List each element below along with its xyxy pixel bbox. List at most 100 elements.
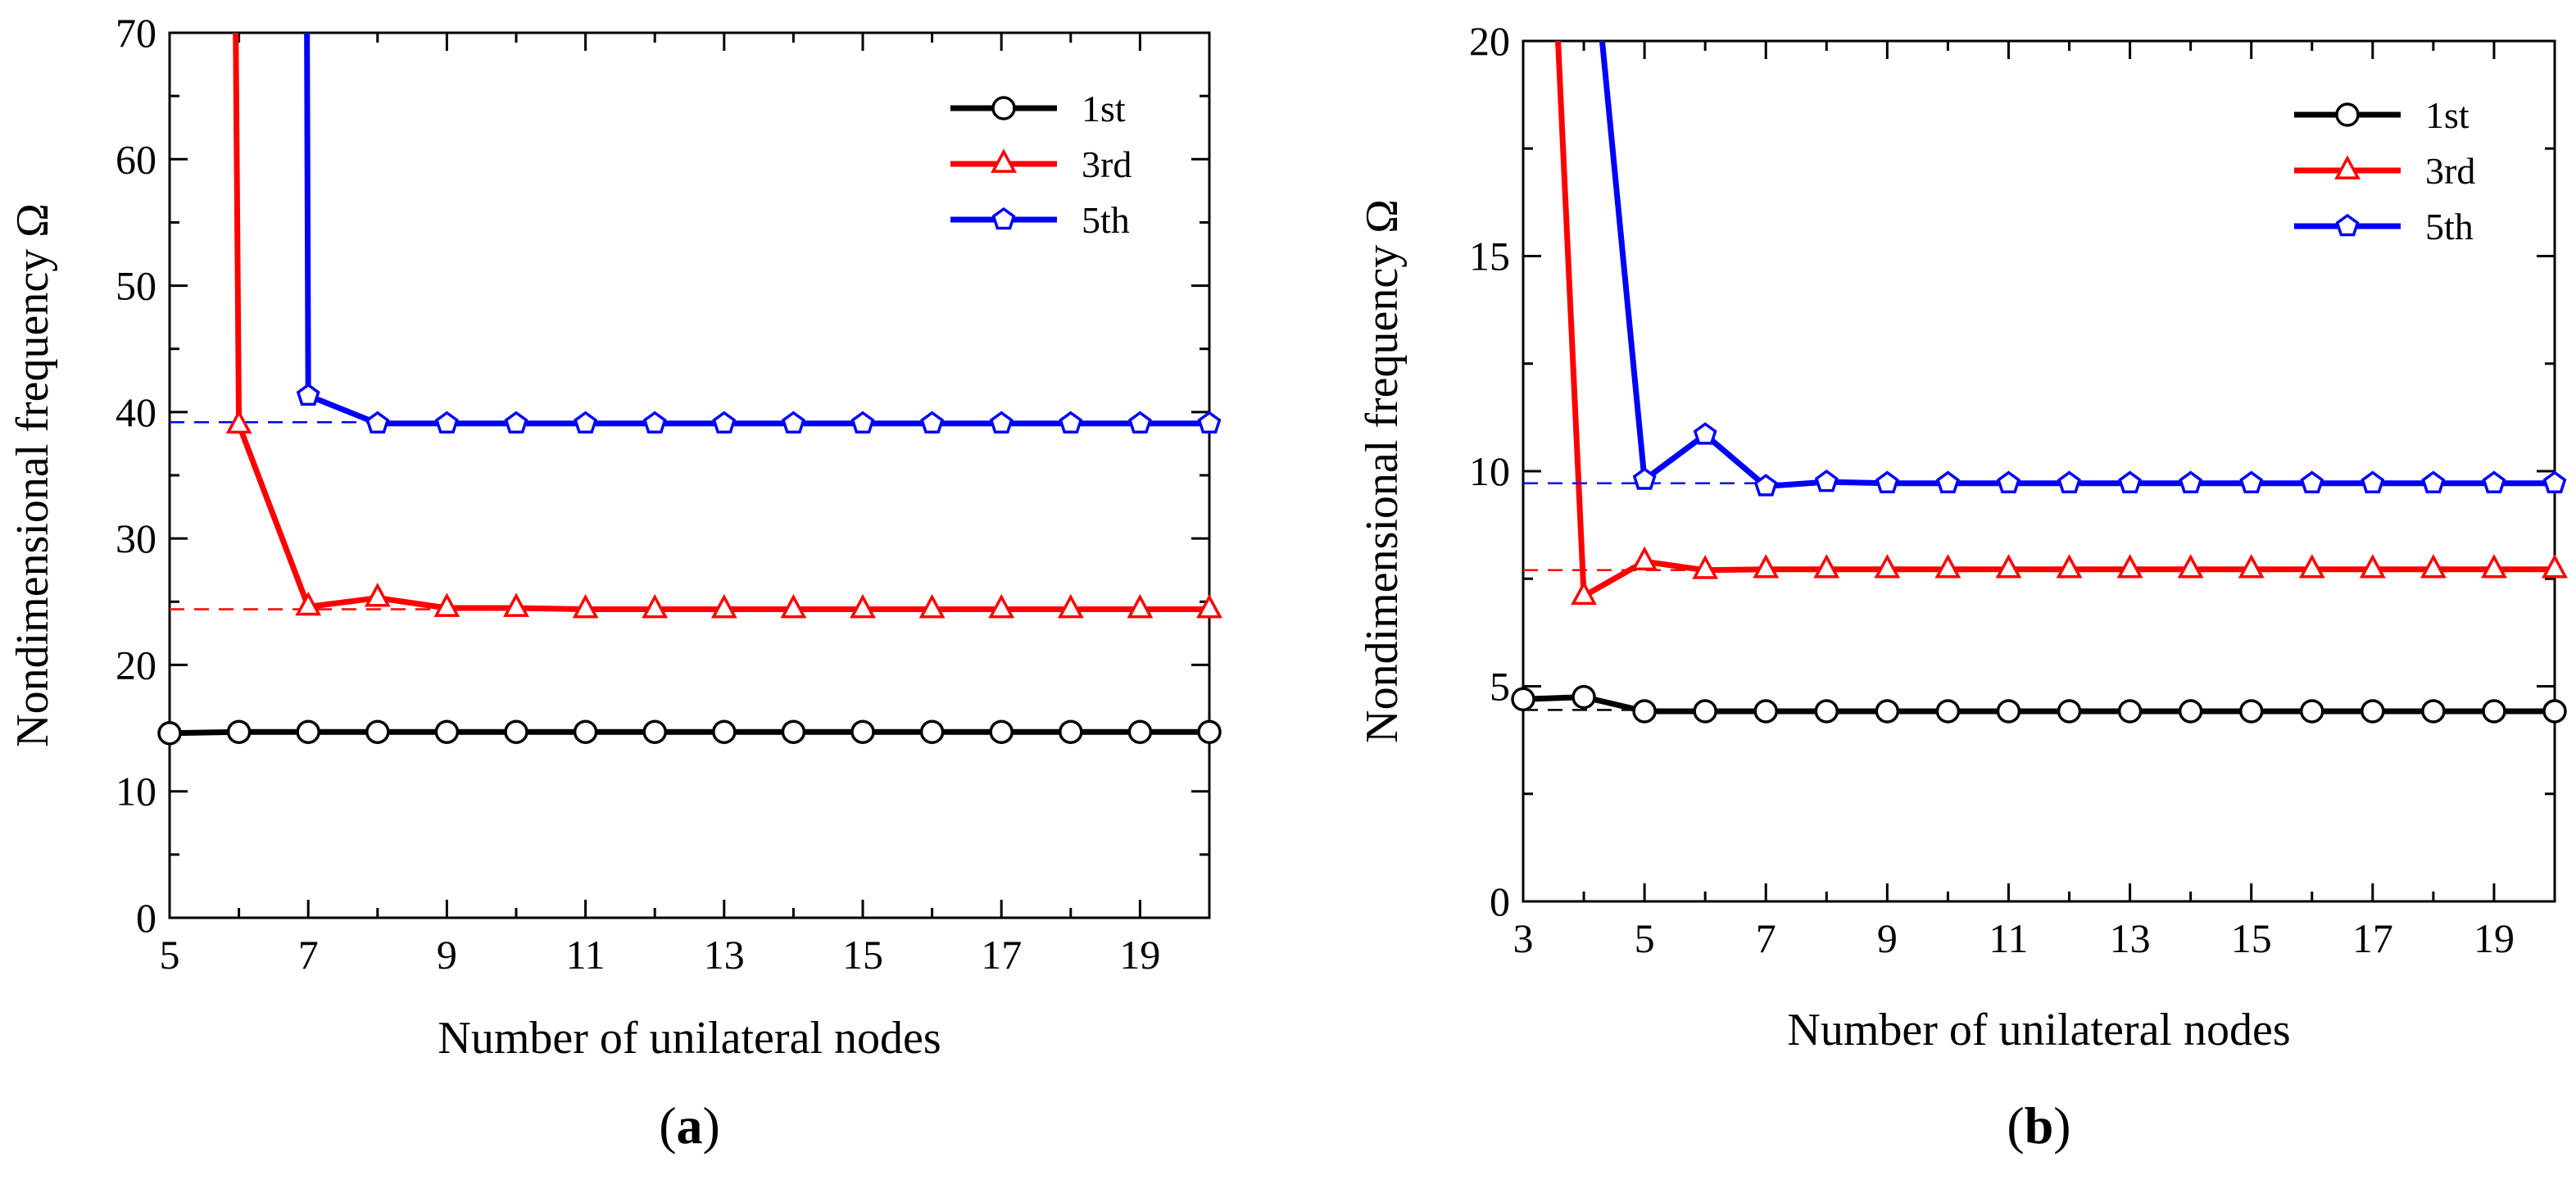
panel-b-legend-label: 3rd xyxy=(2425,150,2475,192)
panel-b-x-tick-label: 9 xyxy=(1877,915,1898,961)
panel-a-y-tick-label: 30 xyxy=(116,515,156,561)
panel-b-series-3rd-point xyxy=(1692,555,1719,579)
panel-a-series-5th-point xyxy=(574,411,598,434)
panel-a-y-tick-label: 0 xyxy=(136,895,156,941)
panel-a-legend-label: 5th xyxy=(1082,199,1130,241)
panel-a-series-1st-point xyxy=(989,719,1014,744)
panel-a-series-3rd-point xyxy=(780,593,807,619)
panel-b-y-axis-label: Nondimensional frequency Ω xyxy=(1357,199,1408,743)
panel-a-panel-letter: a xyxy=(677,1096,703,1155)
panel-a-series-5th-line xyxy=(304,33,1209,427)
panel-b-x-tick-label: 19 xyxy=(2474,915,2515,961)
panel-b-series-1st-point xyxy=(2300,699,2324,724)
panel-b-series-1st-point xyxy=(1996,699,2021,724)
panel-a-panel-paren-open: ( xyxy=(659,1096,676,1155)
panel-b-x-tick-label: 13 xyxy=(2110,915,2151,961)
panel-b-series-1st-point xyxy=(1571,684,1596,710)
panel-a-series-3rd-point xyxy=(364,583,391,607)
panel-a-series-5th-point xyxy=(920,411,945,434)
panel-b-series-5th-point xyxy=(1935,470,1960,493)
panel-a-y-tick-label: 20 xyxy=(116,642,156,688)
panel-a-series-1st-point xyxy=(1127,719,1153,744)
panel-b-series-3rd-point xyxy=(2542,554,2568,579)
panel-a-series-5th-point xyxy=(1127,411,1152,434)
panel-b-series-5th-line xyxy=(1599,41,2555,489)
panel-b-series-3rd-point xyxy=(1813,554,1840,579)
panel-a-series-5th-point xyxy=(642,411,667,434)
panel-b-series-1st-point xyxy=(2117,699,2143,724)
panel-a-series-3rd-point xyxy=(918,593,946,619)
panel-b-x-tick-label: 15 xyxy=(2231,915,2272,961)
panel-a-legend-marker xyxy=(991,96,1016,120)
panel-a-series-5th-point xyxy=(434,411,459,434)
panel-b-series-1st-line xyxy=(1523,694,2555,715)
panel-a-x-tick-label: 11 xyxy=(566,932,605,978)
panel-a-series-3rd-point xyxy=(850,593,876,619)
panel-a-series-3rd-point xyxy=(503,592,529,617)
panel-a-y-tick-label: 40 xyxy=(116,389,156,435)
panel-a-series-3rd-point xyxy=(572,593,599,619)
panel-b-series-1st-point xyxy=(1875,699,1900,724)
panel-b-series-3rd-point xyxy=(2298,554,2325,579)
panel-b-series-3rd-point xyxy=(2056,554,2083,579)
panel-b-legend-marker xyxy=(2335,213,2360,237)
panel-a-series-3rd-point xyxy=(295,591,322,616)
panel-b-series-1st-point xyxy=(2238,699,2264,724)
panel-b-series-3rd-point xyxy=(2420,554,2447,579)
panel-a-series-1st-point xyxy=(296,719,320,744)
panel-b-series-5th-point xyxy=(1632,467,1657,490)
panel-a-x-axis-label: Number of unilateral nodes xyxy=(438,1013,941,1064)
panel-b-x-tick-label: 3 xyxy=(1513,915,1534,961)
panel-b-series-1st-point xyxy=(1753,699,1778,724)
panel-a-series-3rd-point xyxy=(225,409,252,434)
panel-b-series-1st-point xyxy=(1632,699,1657,724)
panel-b-y-tick-label: 20 xyxy=(1469,18,1510,64)
panel-a-series-5th-point xyxy=(850,411,875,434)
panel-a-y-tick-label: 70 xyxy=(116,10,156,56)
panel-b-series-3rd-point xyxy=(2359,554,2386,579)
panel-a-x-tick-label: 5 xyxy=(160,932,180,978)
panel-a-panel-label: (a) xyxy=(659,1096,720,1155)
panel-b-series-3rd-point xyxy=(1753,554,1780,579)
panel-a-series-5th-point xyxy=(989,411,1014,434)
panel-b-y-tick-label: 0 xyxy=(1490,878,1510,924)
panel-a-series-3rd-point xyxy=(433,592,460,617)
panel-a-series-5th-point xyxy=(1059,411,1083,434)
panel-a-x-tick-label: 9 xyxy=(437,932,457,978)
panel-b-series-1st-point xyxy=(1935,699,1961,724)
panel-b-series-5th-point xyxy=(1814,469,1839,492)
panel-a-x-tick-label: 17 xyxy=(981,932,1022,978)
panel-b-series-1st-point xyxy=(2178,699,2203,724)
panel-a-legend-marker xyxy=(991,148,1017,173)
panel-a-series-5th-point xyxy=(365,411,390,434)
panel-b-series-1st-point xyxy=(2542,699,2567,724)
panel-b-x-tick-label: 5 xyxy=(1635,915,1655,961)
panel-a-panel-paren-close: ) xyxy=(703,1096,720,1155)
panel-b-series-5th-point xyxy=(2057,470,2081,493)
panel-b-series-1st-point xyxy=(2361,699,2385,724)
panel-b-series-3rd-point xyxy=(1874,554,1901,579)
panel-a-series-1st-point xyxy=(850,719,875,744)
panel-b-series-1st-point xyxy=(2421,699,2446,724)
panel-b-series-5th-point xyxy=(2118,470,2143,493)
panel-b-series-3rd-point xyxy=(2116,554,2143,579)
panel-a-x-tick-label: 7 xyxy=(298,932,319,978)
panel-a-series-3rd-point xyxy=(988,593,1015,619)
panel-b-legend-label: 1st xyxy=(2425,94,2469,136)
panel-b-series-5th-point xyxy=(2482,470,2506,493)
panel-a-y-tick-label: 10 xyxy=(116,769,156,815)
panel-a-series-5th-point xyxy=(296,383,320,406)
panel-b-series-1st-point xyxy=(1693,699,1717,724)
panel-b-x-tick-label: 17 xyxy=(2352,915,2393,961)
panel-b-series-1st-point xyxy=(2057,699,2082,724)
panel-b-series-1st-point xyxy=(1511,687,1535,711)
panel-a-series-1st-point xyxy=(226,719,252,744)
panel-a-series-5th-point xyxy=(712,411,737,434)
panel-a-series-1st-point xyxy=(781,719,806,744)
panel-a-series-1st-point xyxy=(434,719,460,744)
panel-b-series-5th-point xyxy=(2542,470,2567,493)
panel-a-x-tick-label: 15 xyxy=(842,932,883,978)
panel-b-panel-letter: b xyxy=(2025,1096,2054,1155)
panel-b-x-tick-label: 11 xyxy=(1989,915,2028,961)
